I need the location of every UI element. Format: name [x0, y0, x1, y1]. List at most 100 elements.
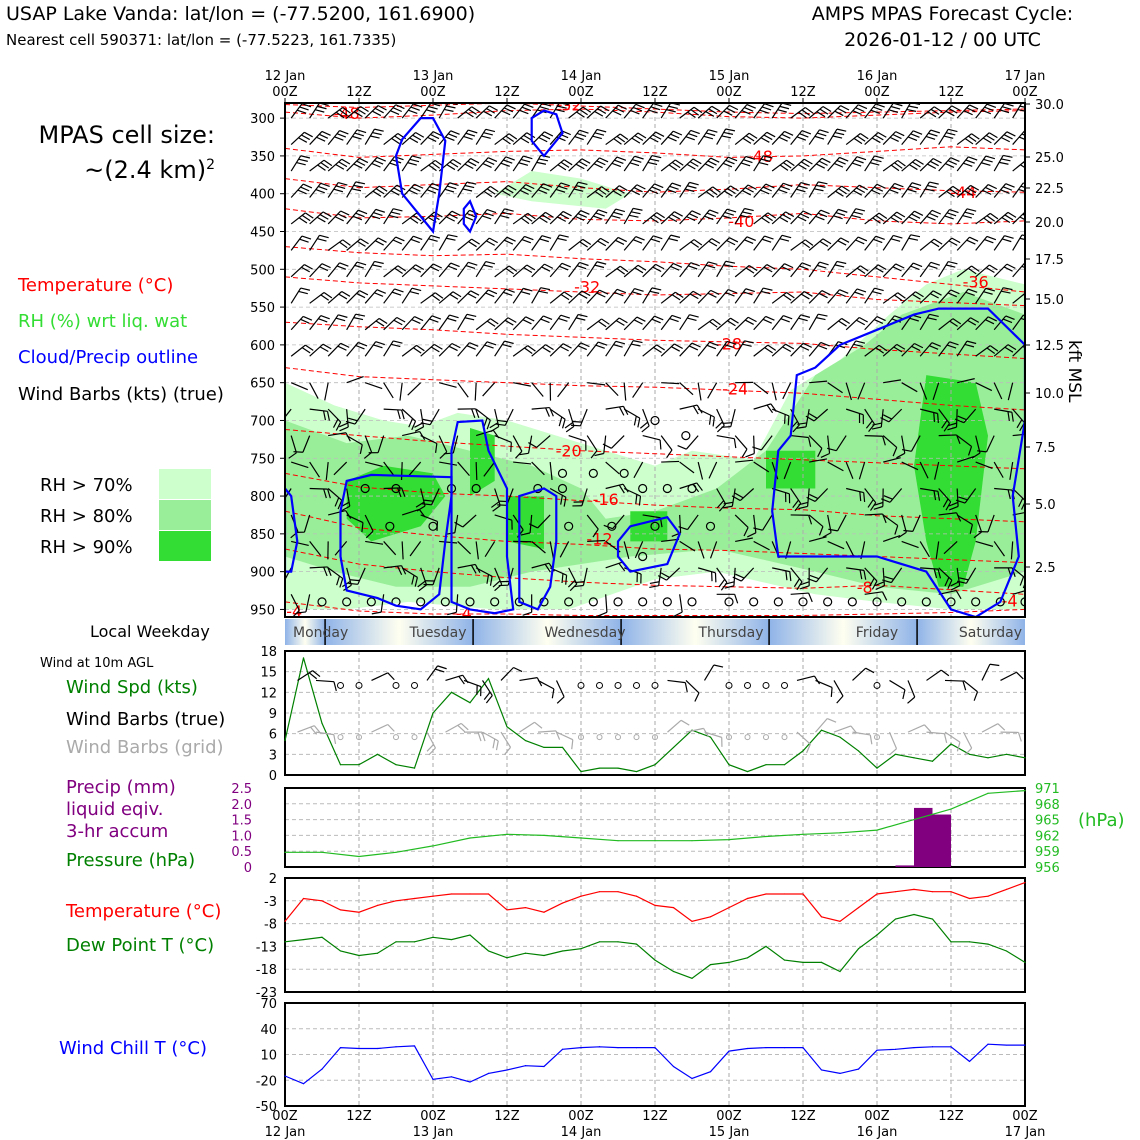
wind-barb [935, 541, 940, 560]
wind-barb-flag [705, 132, 716, 137]
wind-barb-10m-flag [813, 675, 821, 685]
wind-barb [975, 345, 991, 357]
weekday-segment [621, 619, 770, 645]
wind-speed-line-point [506, 726, 508, 728]
wind-barb-flag [649, 581, 660, 585]
wind-barb-flag [912, 161, 921, 168]
wind-barb [993, 103, 1005, 119]
wind-barb-flag [299, 106, 309, 111]
wind-barb-flag [342, 239, 351, 246]
wind-barb [864, 235, 877, 251]
wind-barb-flag [778, 136, 788, 142]
pressure-tick-label-right: 956 [1035, 861, 1060, 876]
wind-barb-flag [971, 265, 980, 272]
wind-barb-flag [411, 186, 421, 192]
wind-barb-flag [763, 155, 773, 159]
wind-barb-flag [947, 160, 957, 165]
wind-barb [357, 567, 366, 585]
wind-barb [660, 343, 675, 357]
wind-barb-flag [710, 289, 720, 295]
wind-barb [623, 264, 639, 278]
pressure-line-point [469, 837, 471, 839]
wind-barb [679, 482, 697, 490]
wind-barb-flag [666, 109, 676, 113]
wind-chill-line-point [709, 1071, 712, 1073]
wind-barb [938, 512, 957, 516]
dewpoint-line-point [746, 957, 749, 959]
wind-barb [697, 105, 713, 119]
wind-barb-flag [950, 157, 960, 162]
wind-speed-line-point [1024, 757, 1026, 759]
wind-barb-flag [964, 138, 974, 145]
wind-barb [919, 261, 932, 278]
wind-speed-line-point [913, 757, 915, 759]
wind-barb [401, 541, 404, 560]
wind-barb-flag [1027, 292, 1035, 297]
calm-10m-circle [762, 681, 770, 689]
wind-barb-flag [1000, 189, 1010, 194]
wind-speed-line-point [931, 760, 934, 762]
wind-barb-grid [667, 719, 682, 733]
wind-barb-flag [690, 262, 700, 267]
wind-barb [309, 211, 324, 225]
dewpoint-line-point [728, 961, 730, 963]
wind-barb [955, 409, 958, 428]
wind-barb-grid-flag [426, 744, 435, 752]
wind-barb [734, 435, 748, 450]
wind-barb-flag [723, 131, 734, 135]
wind-barb [734, 184, 749, 198]
cloud-outline [530, 109, 564, 158]
wind-barb [290, 315, 304, 331]
wind-barb-flag [889, 189, 899, 194]
wind-barb [309, 541, 322, 556]
weekday-segment [325, 619, 474, 645]
wind-barb-flag [374, 128, 384, 132]
wind-barb-flag [808, 412, 818, 419]
legend-wind-barbs: Wind Barbs (kts) (true) [18, 384, 224, 405]
wind-chill-line-point [1024, 1044, 1026, 1046]
wind-barb [587, 539, 606, 543]
wind-barb [882, 292, 899, 304]
wind-barb-flag [339, 109, 348, 116]
wind-barb-flag [962, 214, 972, 219]
wind-barb-flag [865, 420, 873, 429]
kft-tick-label: 10.0 [1035, 387, 1064, 402]
wind-barb [901, 291, 916, 304]
wind-barb [474, 382, 477, 401]
wind-barb-10m [315, 679, 334, 683]
wind-barb-flag [723, 264, 734, 268]
wind-barb [753, 540, 770, 551]
wind-barb [512, 345, 529, 357]
time-axis-top-hour: 12Z [642, 85, 668, 100]
wind-barb-flag [416, 505, 426, 512]
kft-tick-label: 25.0 [1035, 151, 1064, 166]
wind-barb-flag [561, 419, 566, 429]
wind-chill-line-point [746, 1047, 749, 1050]
wind-barb [956, 288, 969, 304]
wind-barb-flag [634, 267, 644, 274]
wind-barb-flag [947, 422, 957, 427]
wind-barb-flag [882, 579, 892, 584]
wind-barb [438, 262, 452, 278]
wind-barb [901, 210, 915, 225]
wind-barb [716, 567, 728, 583]
wind-barb-flag [322, 211, 332, 218]
wind-barb [993, 131, 1008, 145]
wind-barb-flag [339, 578, 344, 588]
wind-barb-flag [528, 442, 537, 448]
wind-barb [679, 130, 692, 145]
wind-barb-flag [503, 107, 514, 113]
wind-barb-flag [908, 216, 918, 222]
wind-barb-flag [927, 163, 937, 170]
wind-barb [568, 181, 579, 198]
wind-barb-flag [964, 211, 975, 216]
wind-barb-flag [576, 265, 587, 270]
wind-barb-flag [875, 347, 885, 354]
wind-barb-flag [618, 562, 626, 572]
wind-barb-flag [492, 505, 501, 512]
wind-barb-flag [818, 160, 828, 166]
wind-barb [494, 488, 501, 506]
wind-barb-flag [322, 343, 332, 350]
pressure-tick-label: 900 [250, 566, 275, 581]
wind-barb [808, 129, 820, 145]
